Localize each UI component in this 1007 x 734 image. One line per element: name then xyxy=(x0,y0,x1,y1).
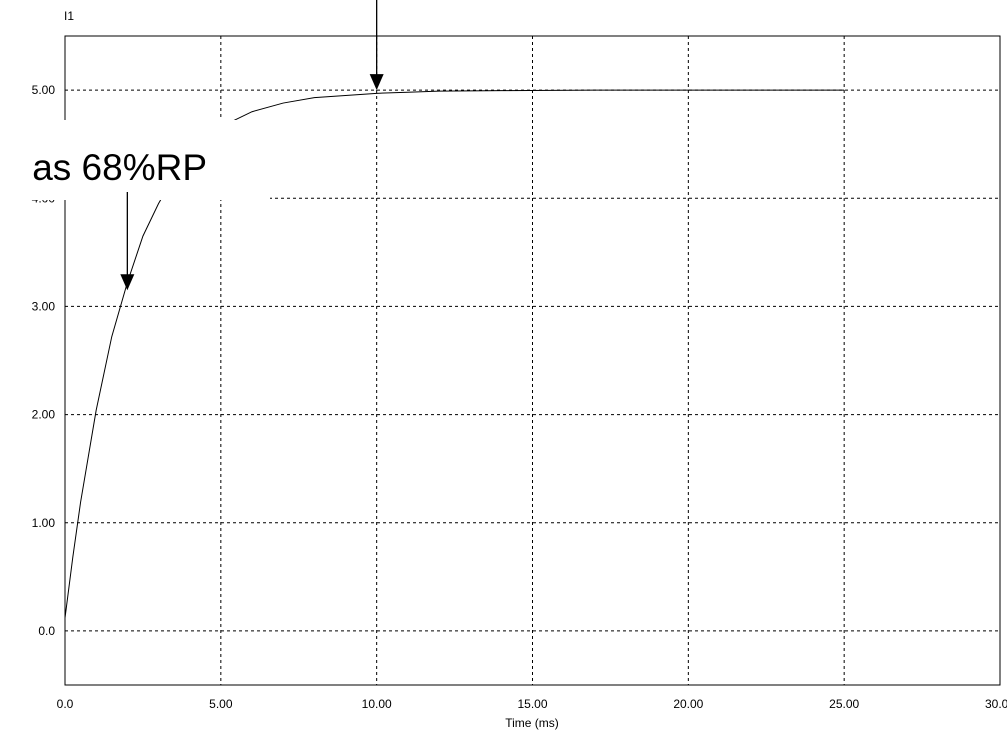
x-tick-label: 10.00 xyxy=(362,697,392,711)
y-axis-label: I1 xyxy=(64,9,74,23)
callout-box xyxy=(0,120,270,200)
y-tick-label: 3.00 xyxy=(32,299,56,313)
y-tick-label: 0.0 xyxy=(38,624,55,638)
arrowhead xyxy=(120,274,135,291)
y-tick-label: 1.00 xyxy=(32,516,56,530)
x-axis-label: Time (ms) xyxy=(505,716,559,730)
y-tick-label: 2.00 xyxy=(32,408,56,422)
annotations: as 68%RP xyxy=(0,0,384,291)
x-tick-label: 20.00 xyxy=(673,697,703,711)
x-axis-ticks: 0.0 5.00 10.00 15.00 20.00 25.00 30.00 xyxy=(57,697,1007,711)
callout-text: as 68%RP xyxy=(32,147,207,188)
y-tick-label: 5.00 xyxy=(32,83,56,97)
y-axis-ticks: 0.01.002.003.004.005.00 xyxy=(32,83,56,638)
x-tick-label: 5.00 xyxy=(209,697,233,711)
grid-lines xyxy=(65,36,1000,685)
x-tick-label: 0.0 xyxy=(57,697,74,711)
x-tick-label: 25.00 xyxy=(829,697,859,711)
x-tick-label: 30.00 xyxy=(985,697,1007,711)
x-tick-label: 15.00 xyxy=(517,697,547,711)
plot-area xyxy=(64,35,1001,686)
arrowhead xyxy=(369,74,384,91)
